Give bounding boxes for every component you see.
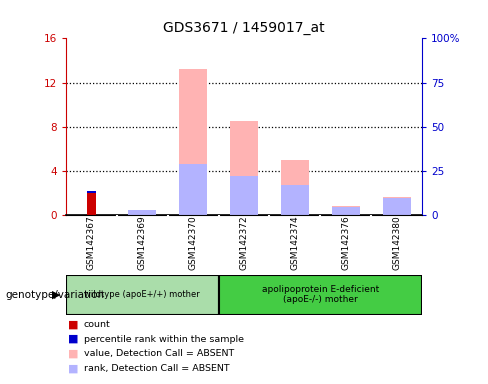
Bar (87, 193, 96, 215)
Bar (230, 121, 258, 215)
Text: ■: ■ (68, 319, 79, 329)
Text: rank, Detection Call = ABSENT: rank, Detection Call = ABSENT (84, 364, 229, 373)
Text: ■: ■ (68, 363, 79, 373)
Text: value, Detection Call = ABSENT: value, Detection Call = ABSENT (84, 349, 234, 358)
Bar (332, 206, 360, 215)
Bar (66, 275, 219, 315)
Bar (179, 70, 207, 215)
Bar (128, 210, 156, 215)
Bar (383, 198, 411, 215)
Text: GSM142376: GSM142376 (341, 215, 350, 270)
Text: GSM142372: GSM142372 (240, 215, 248, 270)
Bar (230, 176, 258, 215)
Bar (179, 164, 207, 215)
Text: GSM142367: GSM142367 (87, 215, 96, 270)
Bar (332, 207, 360, 215)
Text: GSM142374: GSM142374 (290, 215, 300, 270)
Text: wildtype (apoE+/+) mother: wildtype (apoE+/+) mother (84, 290, 200, 299)
Title: GDS3671 / 1459017_at: GDS3671 / 1459017_at (163, 21, 325, 35)
Text: percentile rank within the sample: percentile rank within the sample (84, 334, 244, 344)
Bar (219, 275, 422, 315)
Bar (383, 197, 411, 215)
Text: GSM142369: GSM142369 (138, 215, 147, 270)
Text: GSM142370: GSM142370 (188, 215, 198, 270)
Text: ■: ■ (68, 349, 79, 359)
Text: ■: ■ (68, 334, 79, 344)
Text: genotype/variation: genotype/variation (5, 290, 104, 300)
Text: apolipoprotein E-deficient
(apoE-/-) mother: apolipoprotein E-deficient (apoE-/-) mot… (262, 285, 379, 305)
Bar (281, 160, 309, 215)
Text: GSM142380: GSM142380 (392, 215, 401, 270)
Bar (87, 191, 96, 193)
Text: count: count (84, 320, 111, 329)
Text: ▶: ▶ (52, 290, 61, 300)
Bar (128, 210, 156, 215)
Bar (281, 185, 309, 215)
